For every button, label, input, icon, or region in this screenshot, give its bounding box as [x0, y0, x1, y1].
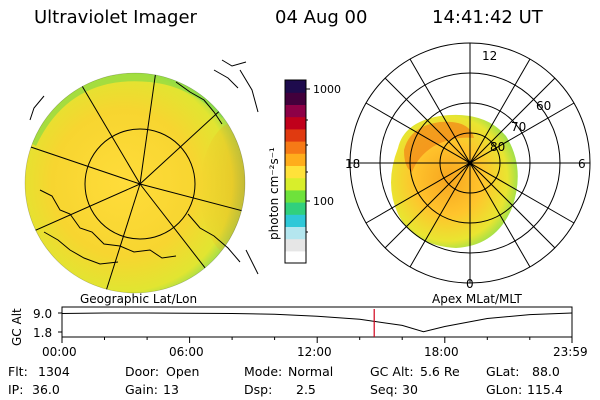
colorbar-segment	[285, 177, 306, 191]
orbit-x-ticks	[61, 337, 573, 343]
colorbar-unit-label: photon cm⁻²s⁻¹	[267, 147, 281, 240]
geographic-image	[24, 59, 259, 294]
colorbar-segment	[285, 153, 306, 166]
glat-value: 88.0	[532, 364, 560, 379]
colorbar-ramp	[285, 80, 306, 264]
colorbar-tick-1000: 1000	[313, 83, 341, 96]
ip-label: IP:	[8, 382, 24, 397]
colorbar-segment	[285, 214, 306, 227]
date-label: 04 Aug 00	[275, 7, 368, 28]
orbit-altitude-line	[61, 312, 573, 333]
lat-label-80: 80	[490, 140, 505, 154]
seq-value: 30	[402, 382, 418, 397]
colorbar: 1000 100 photon cm⁻²s⁻¹	[267, 79, 341, 264]
door-label: Door:	[125, 364, 160, 379]
mlt-label-18: 18	[345, 157, 360, 171]
ytick-9-0: 9.0	[33, 307, 52, 321]
colorbar-segment	[285, 104, 306, 118]
mlt-label-0: 0	[466, 277, 474, 291]
lat-label-70: 70	[511, 120, 526, 134]
geo-coastlines	[29, 59, 259, 275]
geo-meridians	[25, 73, 245, 293]
xtick-12-00: 12:00	[297, 345, 332, 359]
gc-alt-label: GC Alt:	[370, 364, 414, 379]
mode-value: Normal	[288, 364, 334, 379]
colorbar-segment	[285, 92, 306, 105]
colorbar-segment	[285, 202, 306, 215]
flt-label: Flt:	[8, 364, 28, 379]
orbit-y-label: GC Alt	[10, 308, 24, 346]
time-label: 14:41:42 UT	[432, 7, 543, 28]
glon-value: 115.4	[527, 382, 563, 397]
dsp-label: Dsp:	[244, 382, 273, 397]
gain-label: Gain:	[125, 382, 158, 397]
colorbar-segment	[285, 116, 306, 130]
xtick-06-00: 06:00	[169, 345, 204, 359]
seq-label: Seq:	[370, 382, 398, 397]
colorbar-segment	[285, 128, 306, 142]
geo-lat-circle	[84, 128, 196, 240]
colorbar-tick-100: 100	[313, 195, 334, 208]
colorbar-segment	[285, 141, 306, 154]
ip-value: 36.0	[32, 382, 60, 397]
mode-label: Mode:	[244, 364, 283, 379]
xtick-23-59: 23:59	[553, 345, 588, 359]
flt-value: 1304	[38, 364, 70, 379]
colorbar-segment	[285, 226, 306, 240]
colorbar-segment	[285, 165, 306, 179]
geo-dayside-brightening	[200, 120, 245, 260]
glat-label: GLat:	[486, 364, 520, 379]
polar-plot: 12 18 6 0 60 70 80	[345, 42, 591, 291]
colorbar-segment	[285, 189, 306, 203]
orbit-chart: 9.0 1.8 GC Alt 00:00 06:00 12:00 18:00 2…	[10, 306, 588, 359]
oval-bright-region	[404, 121, 474, 172]
glon-label: GLon:	[486, 382, 523, 397]
geo-grid	[25, 73, 245, 293]
polar-panel-label: Apex MLat/MLT	[432, 292, 522, 306]
door-value: Open	[166, 364, 200, 379]
lat-label-60: 60	[536, 99, 551, 113]
polar-grid	[349, 42, 591, 284]
geo-panel-label: Geographic Lat/Lon	[80, 292, 197, 306]
xtick-18-00: 18:00	[424, 345, 459, 359]
mlt-label-12: 12	[482, 49, 497, 63]
xtick-00-00: 00:00	[42, 345, 77, 359]
orbit-chart-frame	[61, 306, 573, 338]
gc-alt-value: 5.6 Re	[420, 364, 460, 379]
colorbar-segment	[285, 238, 306, 252]
instrument-title: Ultraviolet Imager	[34, 7, 197, 28]
geo-emission-disk	[25, 73, 245, 293]
colorbar-segment	[285, 250, 306, 264]
ytick-1-8: 1.8	[33, 326, 52, 340]
mlt-label-6: 6	[578, 157, 586, 171]
gain-value: 13	[163, 382, 179, 397]
dsp-value: 2.5	[296, 382, 316, 397]
colorbar-segment	[285, 80, 306, 93]
